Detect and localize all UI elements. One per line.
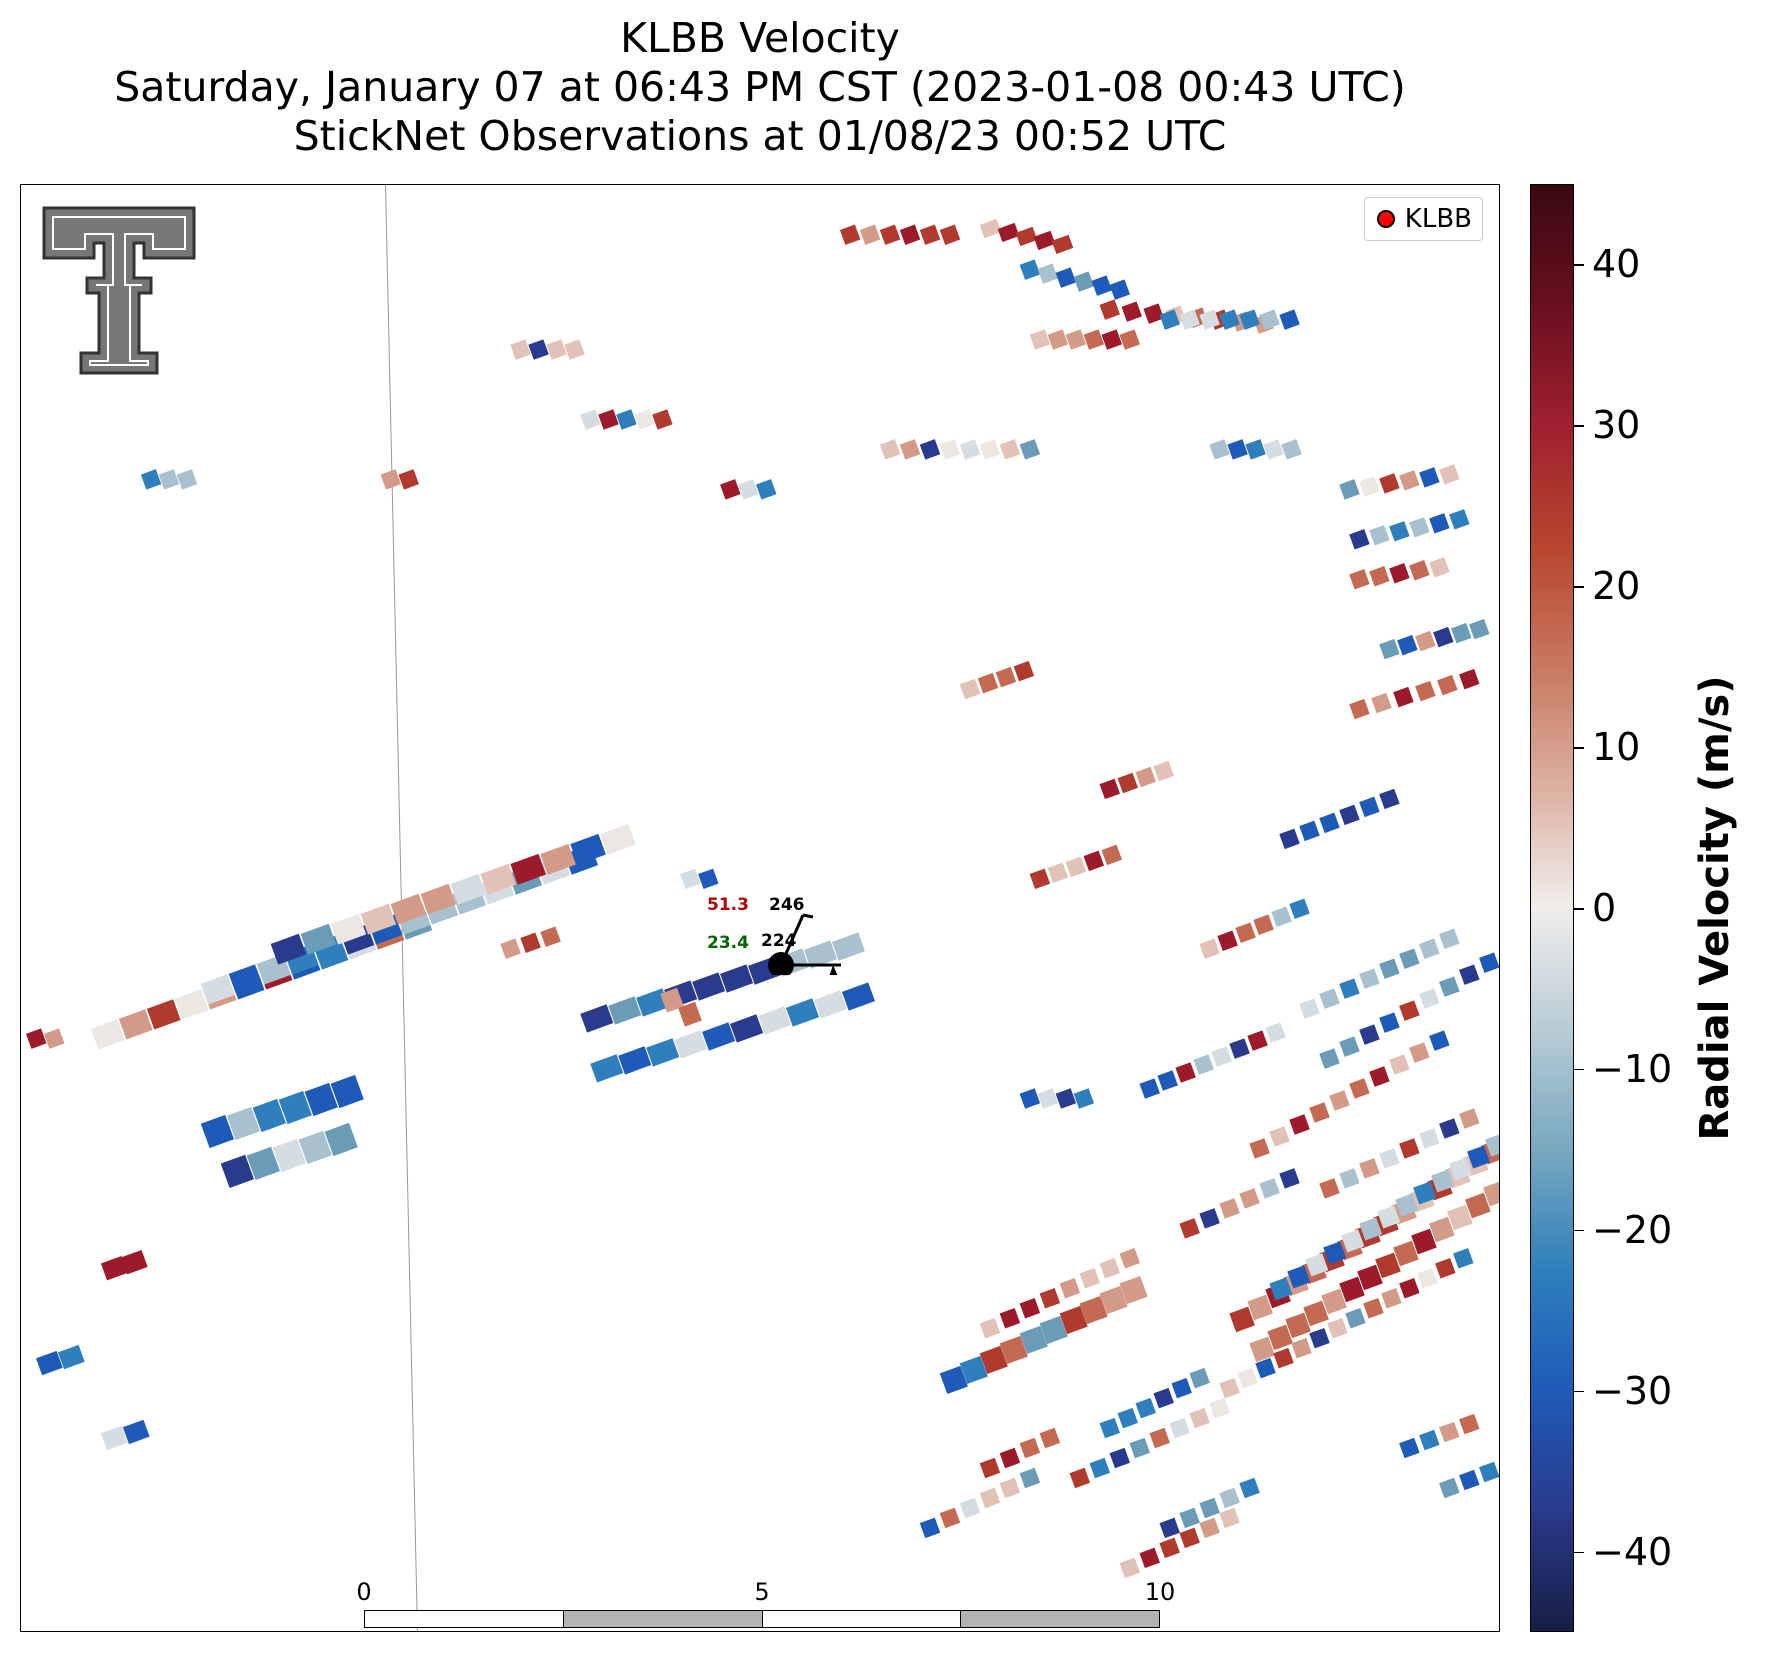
colorbar-tick-label: −20 <box>1592 1207 1673 1252</box>
station-temperature: 51.3 <box>707 895 749 915</box>
legend-label: KLBB <box>1404 204 1472 234</box>
scale-segment <box>563 1611 763 1627</box>
colorbar-tick <box>1574 747 1584 749</box>
colorbar-tick-label: 0 <box>1592 886 1617 930</box>
colorbar-tick <box>1574 586 1584 588</box>
station-dewpoint: 23.4 <box>707 933 749 953</box>
colorbar-tick <box>1574 264 1584 266</box>
colorbar-tick-label: 30 <box>1592 403 1641 448</box>
colorbar-tick-label: 20 <box>1592 564 1641 609</box>
station-wind-id: 224 <box>761 931 797 951</box>
title-line-2: Saturday, January 07 at 06:43 PM CST (20… <box>114 63 1406 111</box>
colorbar-tick <box>1574 1068 1584 1071</box>
colorbar-tick-label: 40 <box>1592 242 1641 287</box>
scale-bar <box>364 1610 1160 1628</box>
double-t-logo-icon <box>39 203 199 378</box>
chart-title: KLBB Velocity Saturday, January 07 at 06… <box>20 14 1500 161</box>
scale-segment <box>961 1611 1159 1627</box>
colorbar-tick-label: −40 <box>1592 1529 1673 1574</box>
colorbar-title: Radial Velocity (m/s) <box>1692 675 1738 1141</box>
colorbar-tick <box>1574 1229 1584 1232</box>
title-line-3: StickNet Observations at 01/08/23 00:52 … <box>293 112 1227 160</box>
colorbar-tick <box>1574 908 1584 910</box>
colorbar-tick <box>1574 1390 1584 1393</box>
scale-tick-5: 5 <box>754 1578 770 1606</box>
scale-tick-10: 10 <box>1144 1578 1176 1606</box>
colorbar-tick <box>1574 1551 1584 1554</box>
title-line-1: KLBB Velocity <box>620 14 900 62</box>
velocity-colorbar <box>1530 184 1574 1632</box>
radar-velocity-field <box>25 185 1499 1631</box>
scale-segment <box>365 1611 564 1627</box>
scale-tick-0: 0 <box>356 1578 372 1606</box>
klbb-marker-icon <box>1376 210 1395 228</box>
colorbar-tick <box>1574 425 1584 427</box>
radar-map[interactable]: KLBB 51.3 246 23.4 224 0 5 10 km <box>20 184 1500 1632</box>
colorbar-tick-label: 10 <box>1592 725 1641 770</box>
scale-segment <box>762 1611 962 1627</box>
colorbar-tick-label: −30 <box>1592 1368 1673 1413</box>
colorbar-tick-label: −10 <box>1592 1046 1673 1091</box>
station-pressure: 246 <box>769 895 805 915</box>
map-legend: KLBB <box>1363 197 1483 241</box>
wind-barb-icon <box>768 913 841 975</box>
